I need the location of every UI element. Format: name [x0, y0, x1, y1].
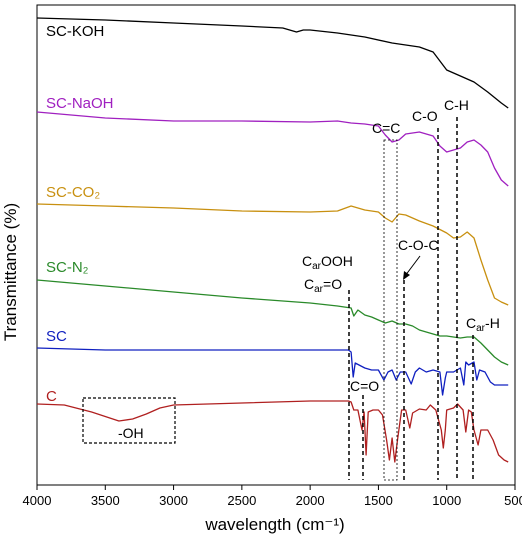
series-label-5: C — [46, 388, 57, 405]
series-label-2: SC-CO₂ — [46, 184, 100, 201]
x-tick-label: 500 — [504, 493, 522, 508]
series-line-2 — [36, 203, 509, 306]
series-line-5 — [36, 400, 509, 463]
plot-frame — [36, 4, 516, 486]
series-lines — [36, 17, 509, 463]
cc-label: C=C — [372, 120, 400, 136]
x-tick-label: 3000 — [159, 493, 188, 508]
ch-label: C-H — [444, 97, 469, 113]
oh-label: -OH — [118, 425, 144, 441]
series-label-1: SC-NaOH — [46, 95, 114, 112]
coc-arrow-head — [403, 271, 410, 280]
series-label-0: SC-KOH — [46, 23, 104, 40]
x-axis-ticks: 4000 3500 3000 2500 2000 1500 1000 500 — [23, 485, 522, 508]
series-label-3: SC-N₂ — [46, 259, 89, 276]
series-line-4 — [36, 347, 509, 396]
co-label: C-O — [412, 108, 438, 124]
carooh-label: CarOOH — [302, 253, 353, 272]
y-axis-title: Transmittance (%) — [1, 203, 20, 341]
annotation-labels: C=C C-O C-H C-O-C CarOOH Car=O Car-H C=O… — [118, 97, 500, 441]
caro-label: Car=O — [304, 276, 342, 295]
series-line-1 — [36, 111, 509, 187]
x-tick-label: 4000 — [23, 493, 52, 508]
x-tick-label: 2500 — [227, 493, 256, 508]
series-line-0 — [36, 17, 509, 109]
car-h-label: Car-H — [466, 315, 500, 334]
coc-label: C-O-C — [398, 237, 438, 253]
x-axis-title: wavelength (cm⁻¹) — [204, 515, 344, 534]
x-tick-label: 1500 — [364, 493, 393, 508]
annotation-marks — [82, 117, 474, 481]
series-line-3 — [36, 279, 509, 366]
x-tick-label: 2000 — [296, 493, 325, 508]
x-tick-label: 3500 — [91, 493, 120, 508]
series-labels: SC-KOH SC-NaOH SC-CO₂ SC-N₂ SC C — [46, 23, 114, 405]
c-eq-o-label: C=O — [350, 378, 379, 394]
oh-region-box — [82, 397, 176, 444]
cc-region-box — [383, 139, 398, 481]
x-tick-label: 1000 — [432, 493, 461, 508]
coc-arrow-line — [404, 255, 421, 277]
series-label-4: SC — [46, 328, 67, 345]
